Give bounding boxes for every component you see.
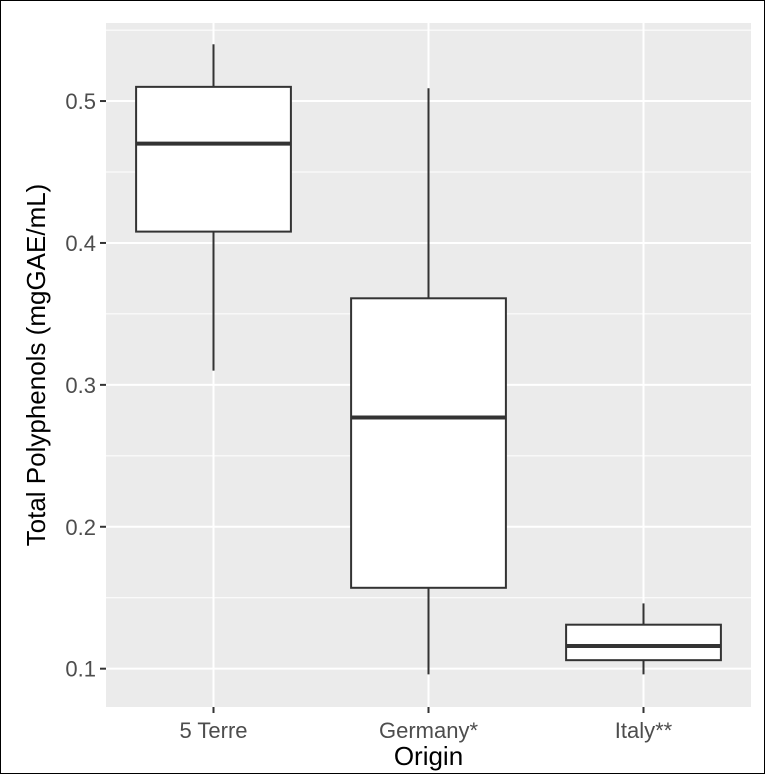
- x-axis-title: Origin: [394, 741, 463, 771]
- box-iqr: [350, 297, 507, 589]
- boxes: [135, 44, 722, 675]
- x-axis-ticks: 5 Terre Germany* Italy**: [179, 707, 673, 743]
- x-tick-label: 5 Terre: [179, 718, 247, 743]
- y-tick-label: 0.5: [65, 89, 96, 114]
- y-axis-ticks: 0.1 0.2 0.3 0.4 0.5: [65, 89, 106, 682]
- box-1: [135, 44, 292, 371]
- x-tick-label: Italy**: [615, 718, 673, 743]
- y-axis-title: Total Polyphenols (mgGAE/mL): [21, 184, 51, 547]
- y-tick-label: 0.3: [65, 373, 96, 398]
- x-tick-label: Germany*: [379, 718, 478, 743]
- box-3: [565, 603, 722, 675]
- box-2: [350, 88, 507, 675]
- box-iqr: [135, 85, 292, 233]
- y-tick-label: 0.1: [65, 657, 96, 682]
- y-tick-label: 0.4: [65, 231, 96, 256]
- box-iqr: [565, 623, 722, 662]
- y-tick-label: 0.2: [65, 515, 96, 540]
